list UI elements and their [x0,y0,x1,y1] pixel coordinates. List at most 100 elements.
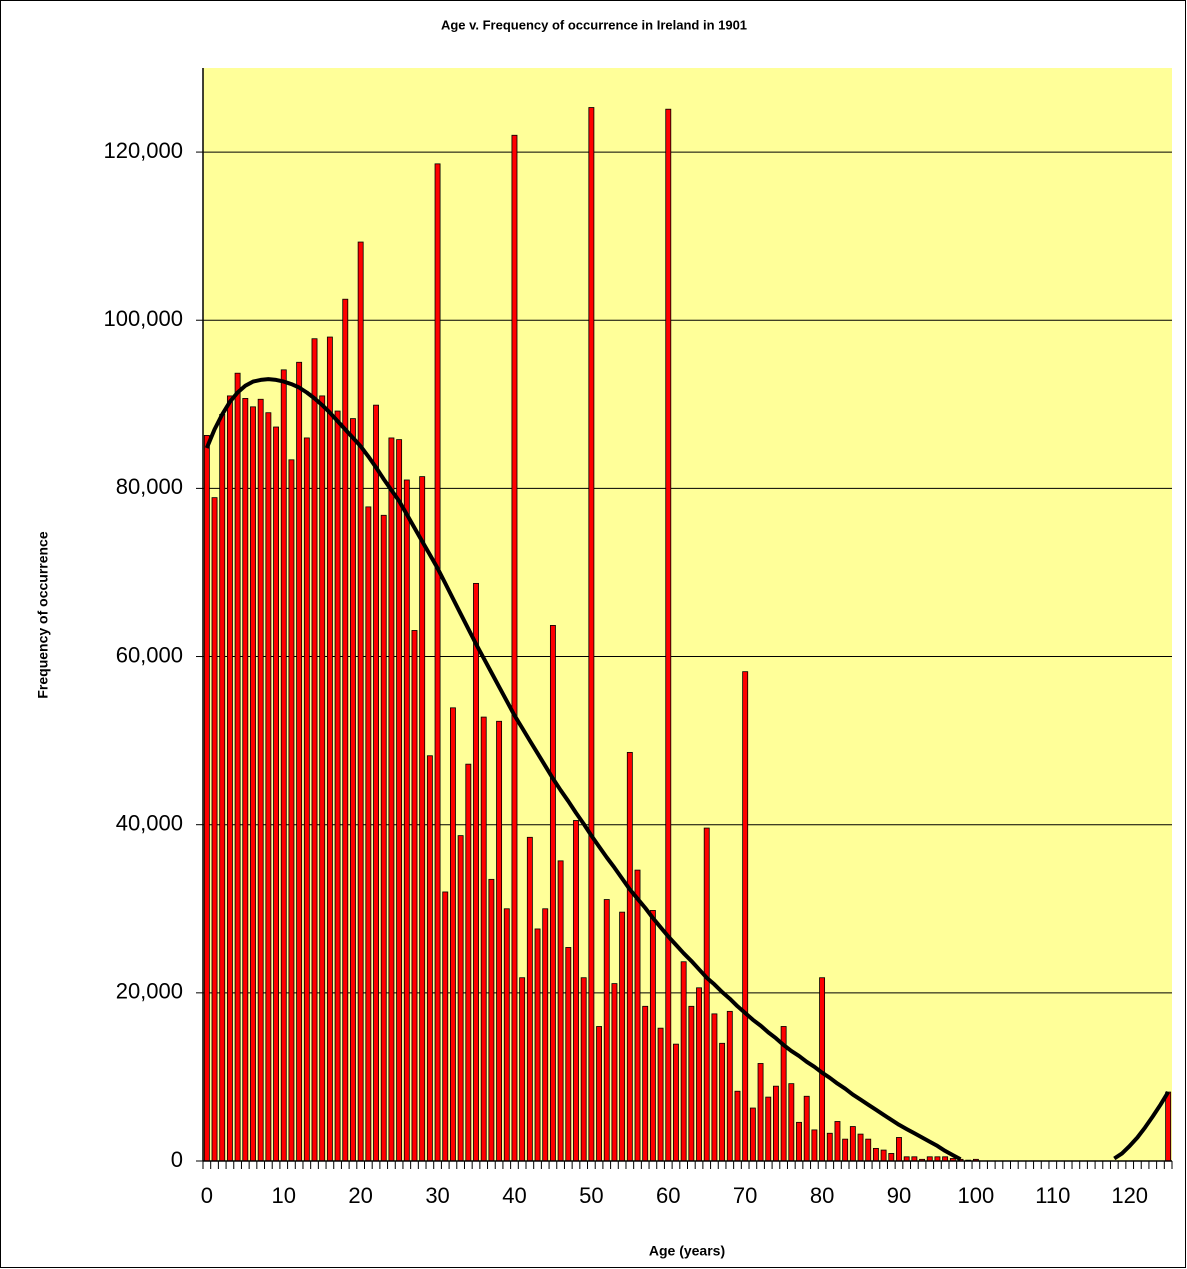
bar [811,1129,818,1162]
bar [857,1133,864,1162]
bar [211,497,218,1162]
bar [242,398,249,1162]
bar [442,891,449,1162]
bar [311,338,318,1162]
y-tick-label: 40,000 [116,811,183,836]
x-tick-label: 100 [958,1183,995,1208]
bar [350,418,356,1162]
y-tick-label: 120,000 [103,138,183,163]
bar [457,835,464,1162]
bar [280,369,287,1162]
bar [265,412,272,1162]
bar [450,707,456,1162]
bar [826,1132,833,1162]
bar [719,1042,726,1162]
bar [588,107,595,1162]
bar [526,836,533,1162]
bar [765,1096,772,1162]
bar [603,899,610,1162]
x-tick-label: 90 [887,1183,911,1208]
trend-line [204,377,962,1162]
bar [872,1147,879,1162]
x-tick-label: 60 [656,1183,680,1208]
bar [634,869,641,1162]
y-tick-label: 100,000 [103,306,183,331]
bar [373,404,379,1162]
bar [796,1121,802,1162]
x-tick-label: 10 [272,1183,296,1208]
x-tick-label: 20 [348,1183,372,1208]
bar [542,908,549,1162]
y-tick-label: 80,000 [116,474,183,499]
bar [657,1027,664,1162]
x-tick-label: 40 [502,1183,526,1208]
bar [488,878,495,1162]
bar [519,977,526,1162]
bar [788,1083,795,1162]
trend-line [1113,1091,1170,1161]
plot-area [203,68,1172,1161]
x-tick-label: 50 [579,1183,603,1208]
bar [849,1126,856,1162]
bar [642,1005,649,1162]
bar [203,435,210,1162]
bar [1165,1091,1172,1162]
bar [596,1026,602,1162]
x-tick-label: 120 [1111,1183,1148,1208]
y-tick-label: 20,000 [116,979,183,1004]
bar [549,625,556,1162]
bar [534,928,541,1162]
bar [296,361,303,1162]
bar [411,630,418,1162]
x-tick-label: 80 [810,1183,834,1208]
bar [896,1137,902,1162]
bar [288,459,295,1162]
bar [880,1149,887,1162]
bar [334,410,341,1162]
bar [749,1107,756,1162]
bar [480,716,487,1162]
bar [803,1095,810,1162]
bar [742,671,749,1162]
bar [319,395,326,1162]
bar [250,406,256,1162]
bar [388,437,395,1162]
bar [734,1090,741,1162]
bar [619,911,626,1162]
bar [326,336,333,1162]
chart-title: Age v. Frequency of occurrence in Irelan… [441,17,747,32]
bar [511,134,518,1162]
bar [419,476,426,1162]
bar [234,372,241,1162]
y-tick-label: 60,000 [116,642,183,667]
bar [496,720,503,1162]
bar [688,1005,695,1162]
bar [842,1138,849,1162]
bar [888,1153,895,1162]
y-tick-label: 0 [171,1147,183,1172]
bar [257,398,264,1162]
bar [565,947,572,1162]
bar [573,820,579,1162]
bar [626,751,633,1162]
bar [426,755,433,1162]
bar [773,1085,779,1162]
x-tick-label: 0 [201,1183,213,1208]
bar [465,763,472,1162]
bar [680,961,687,1162]
bar [226,395,233,1162]
bar [703,827,710,1162]
bar [611,983,618,1162]
bar [273,426,279,1162]
bar [673,1043,679,1162]
x-axis-title: Age (years) [649,1243,725,1259]
bar [503,908,510,1162]
bar [365,506,372,1162]
bar [380,514,387,1162]
y-axis-title: Frequency of occurrence [35,531,51,698]
bar [473,582,479,1162]
x-tick-label: 110 [1035,1183,1070,1208]
bar [665,108,672,1162]
bar [757,1063,764,1162]
